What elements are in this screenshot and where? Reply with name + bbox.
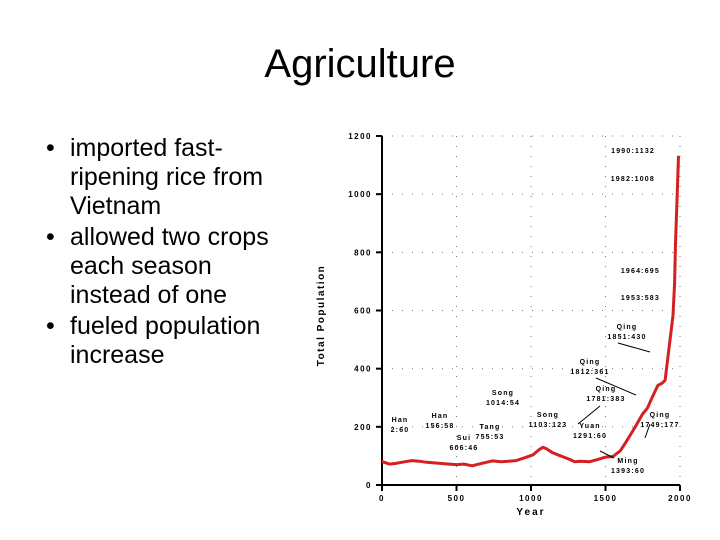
- annotation-label: Song: [537, 412, 559, 419]
- annotation-value: 606:46: [450, 445, 479, 452]
- annotation-value: 755:53: [476, 434, 505, 441]
- x-tick-label: 1500: [594, 494, 618, 503]
- annotation-label: Qing: [617, 324, 638, 331]
- annotation-label: Qing: [596, 386, 617, 393]
- annotation-value: 156:58: [426, 423, 455, 430]
- annotation-value: 1781:383: [586, 396, 625, 403]
- annotation-label: Qing: [650, 412, 671, 419]
- x-tick-label: 2000: [668, 494, 692, 503]
- annotation-label: Sui: [457, 435, 472, 442]
- annotation-value: 1851:430: [607, 334, 646, 341]
- y-tick-label: 1200: [348, 132, 372, 141]
- x-tick-label: 500: [448, 494, 466, 503]
- annotation-leader: [644, 423, 651, 439]
- population-chart: 0 200 400 600 800 1000 1200 0 500 1000 1500 2000 Yea…: [300, 118, 710, 528]
- population-chart-svg: 0 200 400 600 800 1000 1200 0 500 1000 1500 2000 Yea…: [316, 132, 692, 518]
- y-tick-label: 200: [354, 423, 372, 432]
- y-tick-label: 600: [354, 307, 372, 316]
- annotation-label: Qing: [580, 359, 601, 366]
- x-tick-label: 0: [379, 494, 385, 503]
- annotation-label: Tang: [479, 424, 500, 431]
- grid: [382, 135, 681, 485]
- annotation-value: 1014:54: [486, 400, 520, 407]
- annotation-label: 1990:1132: [611, 148, 655, 155]
- annotation-label: Song: [492, 390, 514, 397]
- x-tick-label: 1000: [519, 494, 543, 503]
- annotation-label: Han: [432, 413, 449, 420]
- y-tick-label: 0: [366, 481, 372, 490]
- annotation-value: 2:60: [391, 427, 410, 434]
- annotation-label: 1982:1008: [611, 176, 655, 183]
- annotation-leader: [599, 450, 615, 459]
- annotation-label: 1964:695: [621, 268, 660, 275]
- slide-title: Agriculture: [264, 42, 456, 86]
- annotation-leader: [617, 342, 651, 353]
- axes: 0 200 400 600 800 1000 1200 0 500 1000 1500 2000 Yea…: [316, 132, 692, 518]
- x-axis-label: Year: [516, 507, 545, 518]
- y-tick-label: 1000: [348, 190, 372, 199]
- annotation-label: Yuan: [579, 423, 601, 430]
- series-layer: [380, 155, 680, 468]
- annotation-leader: [595, 377, 637, 396]
- y-tick-label: 400: [354, 365, 372, 374]
- bullet-item: fueled population increase: [44, 312, 294, 370]
- bullet-item: imported fast-ripening rice from Vietnam: [44, 134, 294, 221]
- y-axis-label: Total Population: [316, 265, 327, 367]
- annotation-label: 1953:583: [621, 295, 660, 302]
- annotation-value: 1291:60: [573, 433, 607, 440]
- annotation-value: 1749:177: [640, 422, 679, 429]
- annotation-value: 1103:123: [529, 422, 568, 429]
- population-line: [380, 155, 680, 468]
- bullet-list: imported fast-ripening rice from Vietnam…: [44, 134, 294, 372]
- bullet-item: allowed two crops each season instead of…: [44, 223, 294, 310]
- annotation-value: 1812:361: [570, 369, 609, 376]
- annotation-value: 1393:60: [611, 468, 645, 475]
- annotation-label: Ming: [617, 458, 638, 465]
- y-tick-label: 800: [354, 248, 372, 257]
- annotation-label: Han: [392, 417, 409, 424]
- annotation-leader: [577, 405, 601, 425]
